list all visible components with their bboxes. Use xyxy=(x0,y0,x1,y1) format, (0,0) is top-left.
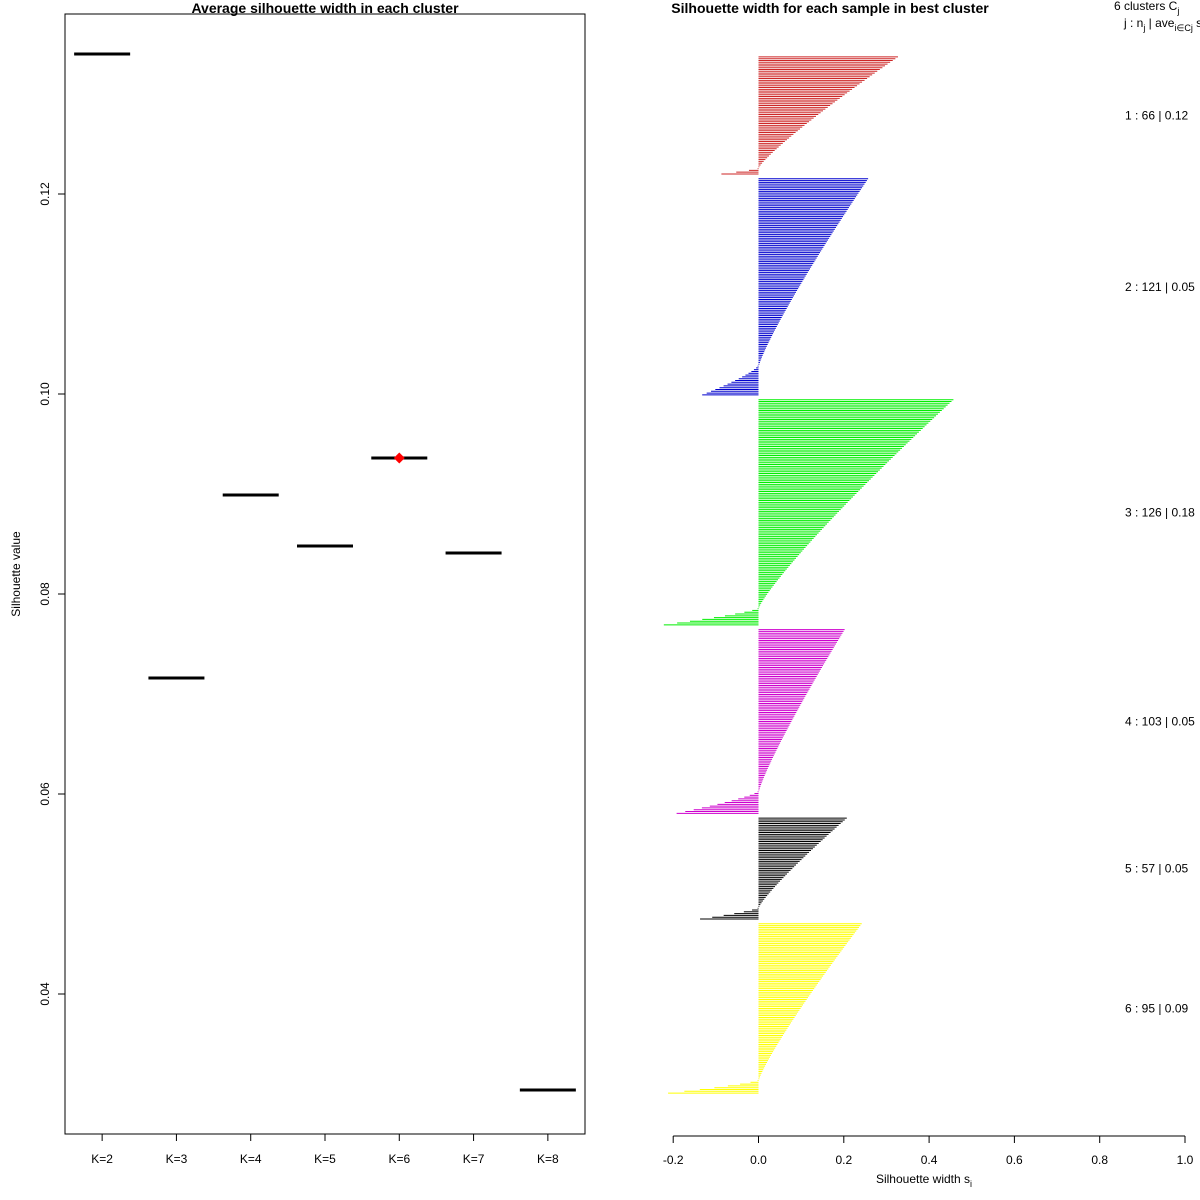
legend-header-line2-c: s xyxy=(1193,16,1200,30)
left-data-marks xyxy=(74,52,576,1092)
x-tick-label: 0.4 xyxy=(921,1153,938,1167)
right-x-axis-label: Silhouette width si xyxy=(876,1172,972,1189)
y-tick-label: 0.10 xyxy=(38,382,52,406)
x-tick-label: K=3 xyxy=(166,1152,188,1166)
cluster-6-bars xyxy=(668,923,862,1094)
cluster-1-bars xyxy=(721,56,898,175)
right-x-axis-label-sub: i xyxy=(970,1179,972,1189)
cluster-5-bars xyxy=(700,817,847,920)
x-tick-label: 0.2 xyxy=(835,1153,852,1167)
x-tick-label: K=6 xyxy=(388,1152,410,1166)
cluster-2-bars xyxy=(702,178,869,396)
left-y-axis-label: Silhouette value xyxy=(9,531,23,617)
x-tick-label: K=5 xyxy=(314,1152,336,1166)
left-chart-title: Average silhouette width in each cluster xyxy=(191,0,459,16)
cluster-legend: 6 clusters Cj j : nj | avei∈Cj si 1 : 66… xyxy=(1114,0,1200,1015)
y-tick-label: 0.12 xyxy=(38,182,52,206)
x-tick-label: K=7 xyxy=(463,1152,485,1166)
right-chart-title: Silhouette width for each sample in best… xyxy=(671,0,989,16)
legend-header-line2-a: j : n xyxy=(1123,16,1143,30)
legend-header-line2: j : nj | avei∈Cj si xyxy=(1123,16,1200,33)
legend-header-line1-sub: j xyxy=(1176,6,1179,16)
cluster-3-bars xyxy=(663,399,954,626)
legend-cluster-2: 2 : 121 | 0.05 xyxy=(1125,280,1195,294)
legend-header-line2-b: | ave xyxy=(1145,16,1174,30)
cluster-4-bars xyxy=(676,629,845,814)
x-tick-label: K=8 xyxy=(537,1152,559,1166)
x-tick-label: 0.6 xyxy=(1006,1153,1023,1167)
legend-header-line1-main: 6 clusters C xyxy=(1114,0,1178,13)
y-tick-label: 0.08 xyxy=(38,582,52,606)
legend-cluster-6: 6 : 95 | 0.09 xyxy=(1125,1001,1188,1015)
silhouette-bars xyxy=(663,56,954,1094)
x-tick-label: 1.0 xyxy=(1177,1153,1194,1167)
right-x-axis: -0.2 0.0 0.2 0.4 0.6 0.8 1.0 xyxy=(663,1135,1194,1167)
right-x-axis-label-main: Silhouette width s xyxy=(876,1172,970,1186)
x-tick-label: K=4 xyxy=(240,1152,262,1166)
legend-cluster-3: 3 : 126 | 0.18 xyxy=(1125,505,1195,519)
legend-cluster-1: 1 : 66 | 0.12 xyxy=(1125,108,1188,122)
x-tick-label: K=2 xyxy=(91,1152,113,1166)
left-panel: Average silhouette width in each cluster… xyxy=(9,0,586,1166)
left-y-axis: 0.04 0.06 0.08 0.10 0.12 xyxy=(38,182,65,1006)
legend-header-line2-a-sub: j xyxy=(1142,23,1145,33)
legend-header-line1: 6 clusters Cj xyxy=(1114,0,1179,16)
legend-cluster-4: 4 : 103 | 0.05 xyxy=(1125,714,1195,728)
y-tick-label: 0.04 xyxy=(38,982,52,1006)
left-x-axis: K=2 K=3 K=4 K=5 K=6 K=7 K=8 xyxy=(91,1134,559,1166)
legend-header-line2-b-sub: i∈Cj xyxy=(1174,23,1192,33)
y-tick-label: 0.06 xyxy=(38,782,52,806)
x-tick-label: 0.0 xyxy=(750,1153,767,1167)
x-tick-label: -0.2 xyxy=(663,1153,684,1167)
left-plot-frame xyxy=(64,13,586,1135)
right-panel: Silhouette width for each sample in best… xyxy=(663,0,1200,1189)
legend-cluster-5: 5 : 57 | 0.05 xyxy=(1125,862,1188,876)
x-tick-label: 0.8 xyxy=(1091,1153,1108,1167)
best-k-marker xyxy=(393,452,405,464)
